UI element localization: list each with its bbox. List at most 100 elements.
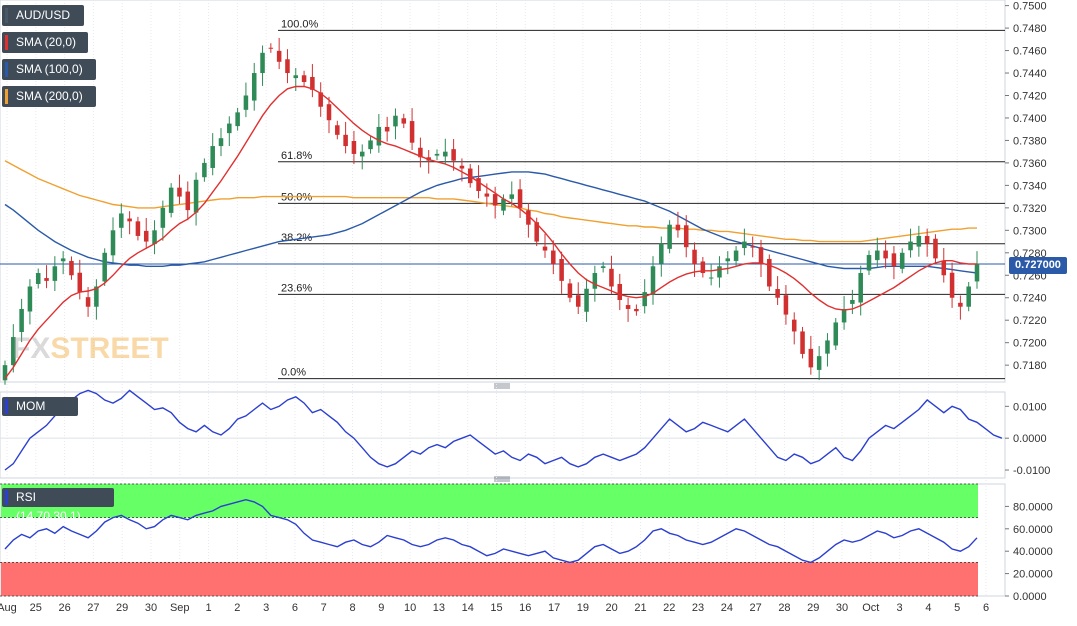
x-tick-label: 22: [663, 602, 675, 614]
mom-title: MOM (20): [16, 399, 46, 432]
x-tick-label: 6: [983, 602, 989, 614]
candle-body: [841, 308, 847, 323]
candle-body: [775, 289, 780, 298]
legend-swatch-icon: [5, 35, 8, 50]
candle-body: [376, 126, 382, 146]
candle-body: [484, 193, 490, 197]
y-tick-label: 0.7200: [1013, 338, 1047, 350]
x-tick-label: 2: [234, 602, 240, 614]
candle-body: [276, 50, 282, 62]
candle-body: [559, 258, 564, 281]
candle-body: [700, 261, 706, 274]
candle-body: [102, 252, 107, 282]
legend-swatch-icon: [5, 62, 8, 77]
panel-frame-main: [0, 0, 1006, 383]
candle-body: [534, 222, 539, 242]
candle-body: [692, 249, 697, 265]
x-tick-label: 29: [116, 602, 128, 614]
candle-body: [343, 134, 348, 147]
legend-swatch-icon: [5, 89, 8, 104]
x-tick-label: 3: [897, 602, 903, 614]
rsi-y-tick-label: 0.0000: [1013, 591, 1047, 603]
y-tick-label: 0.7240: [1013, 293, 1047, 305]
x-tick-label: 10: [404, 602, 416, 614]
candle-body: [958, 302, 963, 307]
legend-item-sma100[interactable]: SMA (100,0): [2, 59, 96, 80]
mom-y-tick-label: -0.0100: [1013, 465, 1050, 477]
x-tick-label: 26: [58, 602, 70, 614]
x-tick-label: Aug: [0, 602, 17, 614]
candle-body: [85, 297, 91, 307]
candle-body: [949, 272, 955, 298]
sma100-line: [4, 171, 978, 274]
candle-body: [492, 194, 498, 206]
candle-body: [551, 250, 556, 265]
mom-y-tick-label: 0.0100: [1013, 401, 1047, 413]
x-tick-label: 30: [145, 602, 157, 614]
candle-body: [908, 241, 913, 251]
candle-body: [193, 179, 199, 213]
y-tick-label: 0.7360: [1013, 158, 1047, 170]
candle-body: [725, 258, 731, 262]
candle-body: [77, 272, 83, 293]
candle-body: [526, 210, 531, 225]
y-tick-label: 0.7440: [1013, 68, 1047, 80]
candle-body: [94, 286, 99, 307]
x-tick-label: 30: [836, 602, 848, 614]
candle-body: [808, 348, 814, 368]
legend-item-audusd[interactable]: AUD/USD: [2, 5, 84, 26]
candle-body: [135, 221, 141, 236]
candle-body: [833, 322, 839, 346]
candle-body: [127, 218, 132, 222]
candle-body: [791, 319, 797, 332]
candle-body: [750, 246, 755, 248]
legend-item-sma20[interactable]: SMA (20,0): [2, 32, 88, 53]
candle-body: [243, 95, 249, 110]
candle-body: [875, 250, 880, 261]
mom-panel-label[interactable]: MOM (20): [2, 397, 78, 432]
x-tick-label: 9: [378, 602, 384, 614]
candle-body: [359, 151, 365, 157]
legend-label: SMA (100,0): [16, 62, 83, 76]
candle-body: [758, 247, 764, 265]
candle-body: [326, 104, 332, 121]
legend-swatch-icon: [5, 490, 8, 505]
candle-body: [501, 198, 506, 211]
x-tick-label: 27: [750, 602, 762, 614]
y-tick-label: 0.7300: [1013, 225, 1047, 237]
candle-body: [883, 250, 888, 259]
candle-body: [401, 118, 407, 124]
candle-body: [708, 277, 714, 279]
candle-body: [301, 75, 307, 83]
rsi-panel-label[interactable]: RSI (14,70,30,1): [2, 488, 114, 523]
candle-body: [642, 292, 647, 307]
candle-body: [567, 283, 573, 298]
candle-body: [310, 76, 315, 90]
candle-body: [27, 286, 33, 312]
candle-body: [235, 112, 240, 127]
mom-series-line: [4, 389, 1003, 471]
x-tick-label: 24: [721, 602, 733, 614]
candle-body: [717, 266, 722, 278]
candle-body: [933, 238, 938, 259]
candle-body: [675, 224, 681, 231]
candle-body: [891, 253, 897, 267]
candle-body: [11, 337, 16, 366]
candle-body: [119, 213, 124, 228]
candle-body: [218, 138, 224, 147]
candle-body: [858, 273, 863, 303]
legend-item-sma200[interactable]: SMA (200,0): [2, 86, 96, 107]
candle-body: [850, 299, 855, 304]
candle-body: [409, 121, 415, 143]
legend-label: SMA (200,0): [16, 89, 83, 103]
y-tick-label: 0.7340: [1013, 180, 1047, 192]
candle-body: [210, 146, 215, 168]
candle-body: [451, 149, 456, 161]
candle-body: [476, 178, 481, 191]
y-tick-label: 0.7280: [1013, 248, 1047, 260]
sma20-line: [4, 85, 977, 380]
rsi-overbought-band: [1, 484, 978, 518]
y-tick-label: 0.7180: [1013, 360, 1047, 372]
candle-body: [800, 331, 805, 354]
